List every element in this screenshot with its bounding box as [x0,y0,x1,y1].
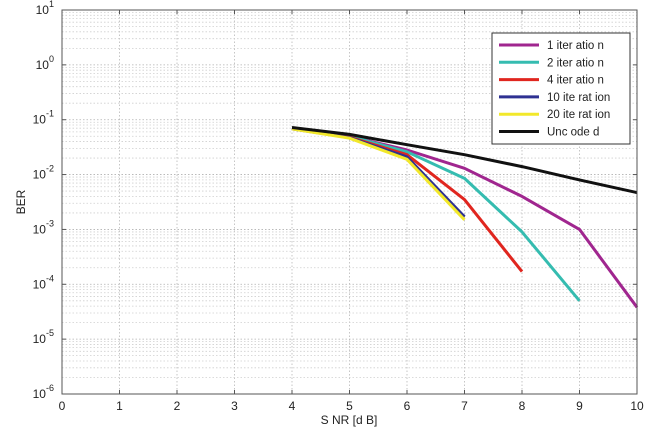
y-tick-base: 10 [33,277,47,291]
axis-ticks [61,9,638,395]
y-tick-exponent: -1 [46,109,54,119]
legend: 1 iter atio n 2 iter atio n 4 iter atio n 1… [491,32,631,145]
y-tick-base: 10 [36,58,50,72]
x-tick-labels: 0 1 2 3 4 5 6 7 8 9 10 [59,399,644,413]
series-line-5 [291,127,466,221]
y-tick-label: 101 [36,0,54,17]
series-line-6 [291,126,638,195]
x-tick-label: 0 [59,399,66,413]
legend-label-1: 1 iter atio n [547,40,604,52]
legend-label-2: 2 iter atio n [547,57,604,69]
y-tick-base: 10 [33,387,47,401]
legend-label-3: 4 iter atio n [547,75,604,87]
x-tick-label: 3 [231,399,238,413]
legend-box [491,32,631,145]
y-tick-label: 10-5 [33,328,54,346]
x-tick-label: 5 [346,399,353,413]
series-lines [291,126,639,309]
x-tick-label: 9 [576,399,583,413]
x-axis-title: S NR [d B] [321,413,378,427]
x-tick-label: 1 [116,399,123,413]
y-tick-exponent: -6 [46,383,54,393]
y-tick-base: 10 [36,3,50,17]
y-tick-base: 10 [33,332,47,346]
grid-lines [62,10,637,394]
x-tick-label: 6 [404,399,411,413]
y-tick-label: 10-6 [33,383,54,401]
y-tick-label: 10-4 [33,273,54,291]
y-tick-exponent: 1 [49,0,54,9]
legend-label-4: 10 ite rat ion [547,92,610,104]
y-tick-label: 10-3 [33,218,54,236]
y-tick-label: 10-2 [33,164,54,182]
y-tick-exponent: -2 [46,164,54,174]
y-tick-base: 10 [33,222,47,236]
y-tick-base: 10 [33,168,47,182]
legend-label-6: Unc ode d [547,127,599,139]
legend-label-5: 20 ite rat ion [547,109,610,121]
y-tick-base: 10 [33,113,47,127]
y-tick-label: 10-1 [33,109,54,127]
x-tick-label: 7 [461,399,468,413]
x-tick-label: 4 [289,399,296,413]
y-tick-exponent: -4 [46,273,54,283]
y-tick-label: 100 [36,54,54,72]
x-tick-label: 10 [630,399,644,413]
y-tick-exponent: -5 [46,328,54,338]
y-axis-title: BER [14,189,28,214]
y-tick-exponent: 0 [49,54,54,64]
x-tick-label: 8 [519,399,526,413]
x-tick-label: 2 [174,399,181,413]
y-tick-exponent: -3 [46,218,54,228]
